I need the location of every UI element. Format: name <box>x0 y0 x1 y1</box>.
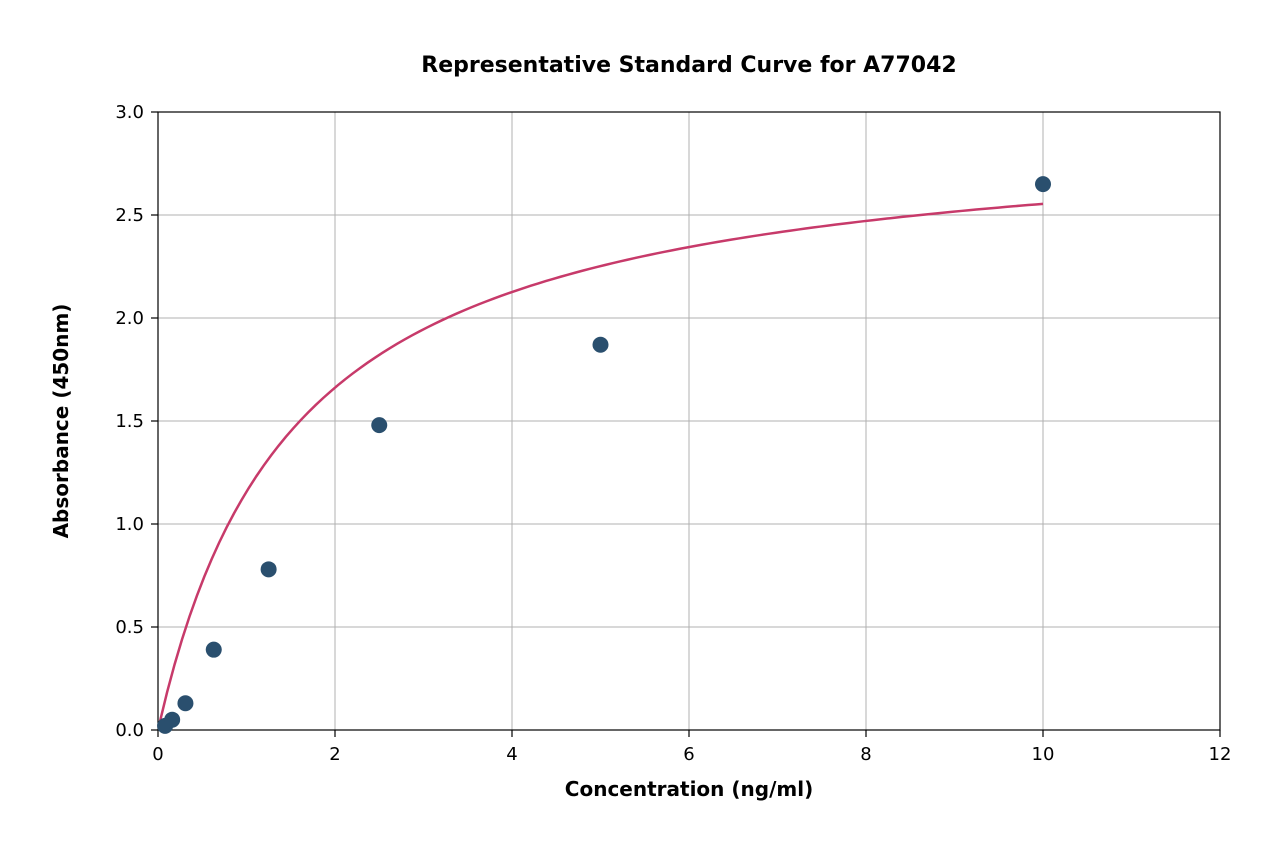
x-tick-label: 10 <box>1032 744 1055 765</box>
data-point <box>261 561 277 577</box>
fit-curve <box>160 204 1043 722</box>
chart-title: Representative Standard Curve for A77042 <box>421 53 956 78</box>
x-axis-label: Concentration (ng/ml) <box>565 777 813 801</box>
x-tick-label: 0 <box>152 744 163 765</box>
y-ticks: 0.0 0.5 1.0 1.5 2.0 2.5 3.0 <box>115 102 158 741</box>
data-point <box>177 695 193 711</box>
y-tick-label: 2.0 <box>115 308 144 329</box>
x-ticks: 0 2 4 6 8 10 12 <box>152 730 1231 765</box>
data-point <box>206 642 222 658</box>
y-tick-label: 1.0 <box>115 514 144 535</box>
x-tick-label: 8 <box>860 744 871 765</box>
y-tick-label: 0.0 <box>115 720 144 741</box>
x-tick-label: 2 <box>329 744 340 765</box>
scatter-points <box>157 176 1051 734</box>
x-tick-label: 4 <box>506 744 517 765</box>
y-tick-label: 1.5 <box>115 411 144 432</box>
y-tick-label: 2.5 <box>115 205 144 226</box>
y-axis-label: Absorbance (450nm) <box>49 304 73 539</box>
x-tick-label: 12 <box>1209 744 1232 765</box>
data-point <box>371 417 387 433</box>
y-tick-label: 3.0 <box>115 102 144 123</box>
data-point <box>164 712 180 728</box>
chart-container: Representative Standard Curve for A77042… <box>0 0 1280 845</box>
grid-lines <box>158 112 1220 730</box>
x-tick-label: 6 <box>683 744 694 765</box>
y-tick-label: 0.5 <box>115 617 144 638</box>
chart-svg: Representative Standard Curve for A77042… <box>0 0 1280 845</box>
data-point <box>1035 176 1051 192</box>
data-point <box>593 337 609 353</box>
